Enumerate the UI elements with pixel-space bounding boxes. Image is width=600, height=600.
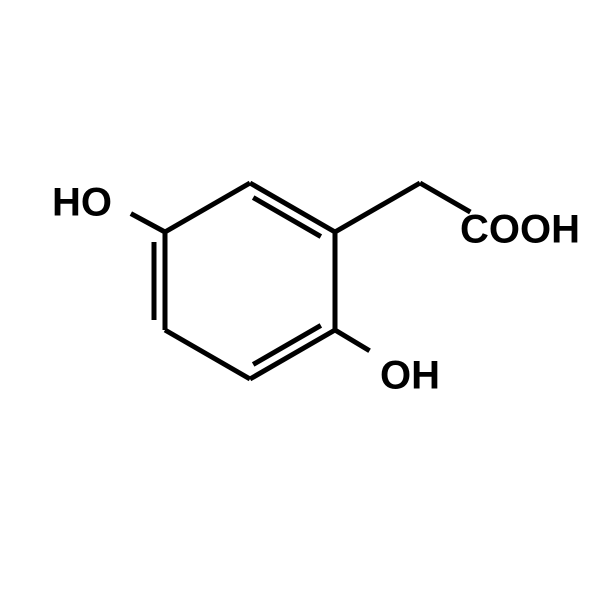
bond bbox=[335, 183, 420, 232]
bond bbox=[131, 214, 165, 232]
bond bbox=[165, 330, 250, 379]
atom-label-oh-bottom: OH bbox=[380, 354, 440, 398]
atom-label-oh-top-left: HO bbox=[52, 181, 112, 225]
atom-label-cooh: COOH bbox=[460, 208, 580, 252]
bond bbox=[335, 330, 370, 351]
bond bbox=[165, 183, 250, 232]
bond bbox=[250, 183, 335, 232]
molecule-diagram: HO OH COOH bbox=[0, 0, 600, 600]
bond bbox=[250, 330, 335, 379]
